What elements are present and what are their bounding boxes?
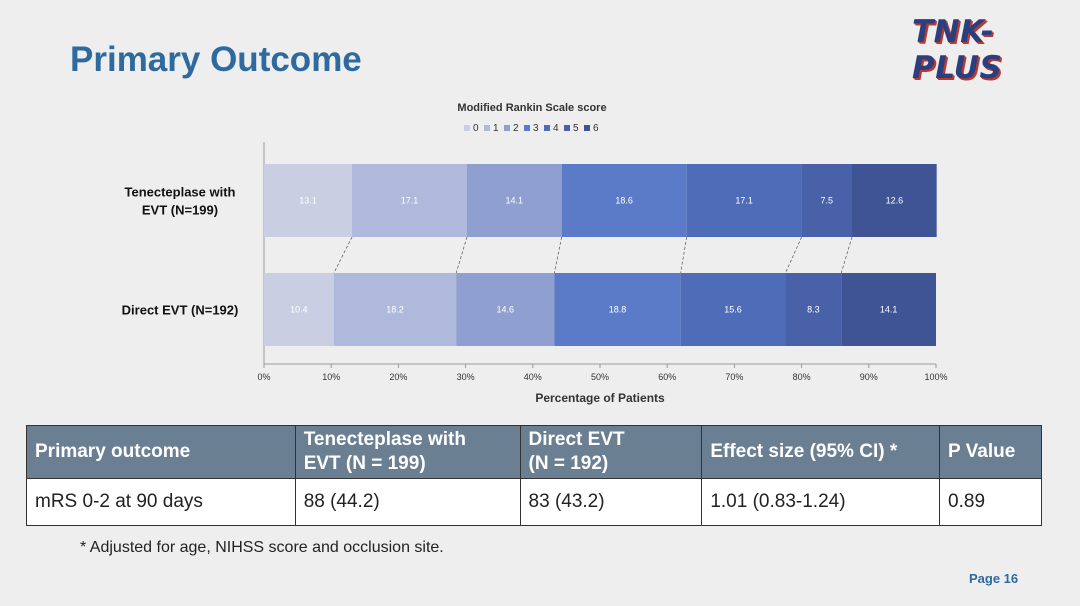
x-tick-label: 100% xyxy=(924,372,947,382)
x-tick-label: 50% xyxy=(591,372,609,382)
table-header-row: Primary outcome Tenecteplase with EVT (N … xyxy=(26,425,1042,479)
cell-p-value: 0.89 xyxy=(939,478,1042,526)
data-label: 18.8 xyxy=(609,305,627,315)
data-label: 8.3 xyxy=(807,305,820,315)
x-tick-label: 80% xyxy=(793,372,811,382)
legend-swatch-1 xyxy=(484,125,490,131)
bar-segment-mrs-0 xyxy=(264,164,353,237)
connector-line xyxy=(455,236,468,274)
x-tick-label: 70% xyxy=(725,372,743,382)
data-label: 12.6 xyxy=(886,196,904,206)
data-label: 13.1 xyxy=(299,196,317,206)
bar-segment-mrs-2 xyxy=(456,273,555,346)
bar-segment-mrs-6 xyxy=(852,164,937,237)
header-primary-outcome: Primary outcome xyxy=(26,425,296,479)
bar-segment-mrs-6 xyxy=(841,273,936,346)
legend-swatch-4 xyxy=(544,125,550,131)
bar-segment-mrs-4 xyxy=(680,273,786,346)
bar-segment-mrs-1 xyxy=(333,273,457,346)
data-label: 14.1 xyxy=(880,305,898,315)
x-tick-label: 10% xyxy=(322,372,340,382)
bar-segment-mrs-4 xyxy=(686,164,802,237)
legend-swatch-6 xyxy=(584,125,590,131)
header-effect-size: Effect size (95% CI) * xyxy=(701,425,941,479)
primary-outcome-table: Primary outcome Tenecteplase with EVT (N … xyxy=(26,425,1042,526)
footnote: * Adjusted for age, NIHSS score and occl… xyxy=(80,539,444,556)
data-label: 17.1 xyxy=(735,196,753,206)
x-tick-label: 20% xyxy=(389,372,407,382)
legend-label-1: 1 xyxy=(493,123,499,134)
x-tick-label: 60% xyxy=(658,372,676,382)
legend-swatch-3 xyxy=(524,125,530,131)
category-label: Direct EVT (N=192) xyxy=(122,303,239,318)
x-axis-label: Percentage of Patients xyxy=(535,391,665,405)
data-label: 15.6 xyxy=(724,305,742,315)
header-p-value: P Value xyxy=(939,425,1042,479)
tnk-plus-logo: TNK-PLUS xyxy=(912,14,1003,86)
bar-segment-mrs-3 xyxy=(554,273,681,346)
bar-segment-mrs-3 xyxy=(561,164,687,237)
bar-segment-mrs-1 xyxy=(352,164,467,237)
cell-tenecteplase: 88 (44.2) xyxy=(294,478,521,526)
cell-effect-size: 1.01 (0.83-1.24) xyxy=(701,478,941,526)
data-label: 18.6 xyxy=(615,196,633,206)
bar-segment-mrs-5 xyxy=(785,273,842,346)
connector-line xyxy=(553,236,563,274)
data-label: 17.1 xyxy=(401,196,419,206)
legend-label-6: 6 xyxy=(593,123,599,134)
header-tenecteplase: Tenecteplase with EVT (N = 199) xyxy=(294,425,521,479)
legend-swatch-0 xyxy=(464,125,470,131)
bar-segment-mrs-2 xyxy=(466,164,562,237)
cell-outcome: mRS 0-2 at 90 days xyxy=(26,478,296,526)
header-direct-evt: Direct EVT (N = 192) xyxy=(519,425,703,479)
legend-label-5: 5 xyxy=(573,123,579,134)
chart-title: Modified Rankin Scale score xyxy=(457,102,606,114)
cell-direct-evt: 83 (43.2) xyxy=(519,478,703,526)
connector-line xyxy=(333,236,353,274)
x-tick-label: 40% xyxy=(524,372,542,382)
x-tick-label: 0% xyxy=(257,372,270,382)
category-label: Tenecteplase with xyxy=(124,185,235,200)
category-label: EVT (N=199) xyxy=(142,203,218,218)
legend-label-0: 0 xyxy=(473,123,479,134)
x-tick-label: 90% xyxy=(860,372,878,382)
data-label: 18.2 xyxy=(386,305,404,315)
data-label: 14.1 xyxy=(506,196,524,206)
connector-line xyxy=(785,236,802,274)
legend-label-2: 2 xyxy=(513,123,519,134)
data-label: 7.5 xyxy=(821,196,834,206)
slide-title: Primary Outcome xyxy=(70,40,362,79)
data-label: 10.4 xyxy=(290,305,308,315)
legend-label-3: 3 xyxy=(533,123,539,134)
bar-segment-mrs-5 xyxy=(801,164,852,237)
data-label: 14.6 xyxy=(496,305,514,315)
bar-segment-mrs-0 xyxy=(264,273,334,346)
page-number: Page 16 xyxy=(969,571,1019,586)
table-row: mRS 0-2 at 90 days 88 (44.2) 83 (43.2) 1… xyxy=(26,478,1042,526)
legend-swatch-2 xyxy=(504,125,510,131)
legend-swatch-5 xyxy=(564,125,570,131)
connector-line xyxy=(840,236,853,274)
x-tick-label: 30% xyxy=(457,372,475,382)
legend-label-4: 4 xyxy=(553,123,559,134)
connector-line xyxy=(680,236,688,274)
